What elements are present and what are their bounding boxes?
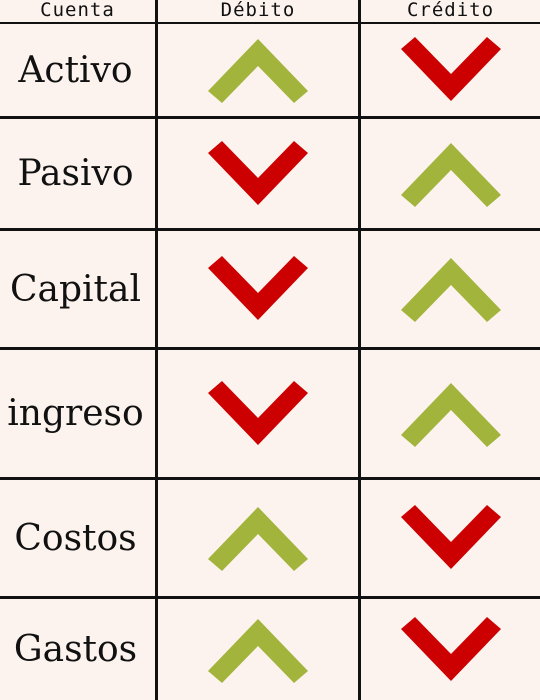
down-arrow-icon: [208, 140, 308, 205]
debito-cell: [158, 480, 361, 599]
credito-cell: [361, 350, 540, 480]
up-arrow-icon: [400, 382, 501, 447]
header-cuenta: Cuenta: [0, 0, 158, 24]
up-arrow-icon: [400, 142, 501, 207]
debito-cell: [158, 231, 361, 350]
credito-cell: [361, 119, 540, 231]
debito-cell: [158, 119, 361, 231]
down-arrow-icon: [400, 505, 501, 569]
row-label: Pasivo: [0, 119, 158, 231]
credito-cell: [361, 480, 540, 599]
debito-cell: [158, 350, 361, 480]
debito-cell: [158, 24, 361, 119]
up-arrow-icon: [208, 39, 308, 103]
header-credito: Crédito: [361, 0, 540, 24]
down-arrow-icon: [400, 616, 501, 681]
row-label: Gastos: [0, 599, 158, 700]
down-arrow-icon: [400, 37, 501, 101]
up-arrow-icon: [400, 258, 501, 322]
row-label: Activo: [0, 24, 158, 119]
debito-cell: [158, 599, 361, 700]
credito-cell: [361, 24, 540, 119]
up-arrow-icon: [208, 618, 308, 683]
down-arrow-icon: [208, 380, 308, 445]
row-label: ingreso: [0, 350, 158, 480]
credito-cell: [361, 231, 540, 350]
header-debito: Débito: [158, 0, 361, 24]
credito-cell: [361, 599, 540, 700]
row-label: Capital: [0, 231, 158, 350]
down-arrow-icon: [208, 256, 308, 320]
row-label: Costos: [0, 480, 158, 599]
up-arrow-icon: [208, 507, 308, 571]
